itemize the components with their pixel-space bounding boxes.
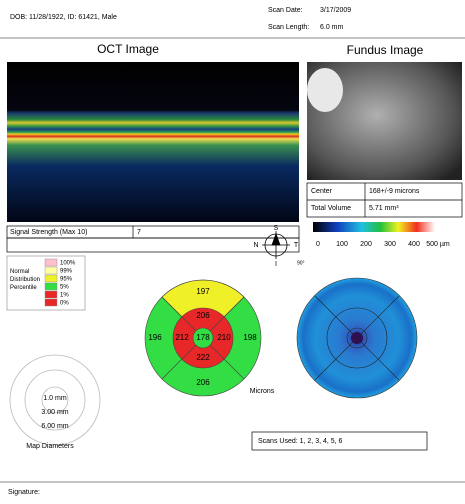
diameter-circles [9,354,101,446]
legend-swatch [44,298,58,307]
compass-t: T [294,242,299,249]
legend-level: 5% [60,285,69,291]
legend-swatch [44,282,58,291]
scan-date-label: Scan Date: [268,7,303,14]
sector-value: 210 [217,333,231,342]
sector-value: 198 [243,333,257,342]
scans-box [251,431,428,451]
signal-box [6,225,300,253]
color-scale [313,222,435,232]
signal-value: 7 [137,229,141,236]
scale-label: 0 [316,241,320,248]
signal-label: Signal Strength (Max 10) [10,229,87,236]
unit-label: Microns [250,388,275,395]
scans-used: Scans Used: 1, 2, 3, 4, 5, 6 [258,438,343,445]
sector-value: 206 [196,311,210,320]
compass-angle: 90° [297,260,305,266]
signature: Signature: [8,489,40,496]
sector-value: 212 [175,333,189,342]
scan-date: 3/17/2009 [320,7,351,14]
scale-label: 200 [360,241,372,248]
patient-info: DOB: 11/28/1922, ID: 61421, Male [10,14,117,21]
compass-i: I [275,261,277,268]
center-disc [192,327,214,349]
scan-length: 6.0 mm [320,24,344,31]
scale-label: 500 µm [426,241,450,248]
legend-level: 95% [60,277,73,283]
sector-value: 206 [196,378,210,387]
fovea [351,332,363,344]
diameter-label: 3.00 mm [41,409,68,416]
measurement-table [306,182,463,218]
legend-level: 100% [60,261,76,267]
cell: 168+/-9 microns [369,188,420,195]
cell: Total Volume [311,205,351,212]
oct-image [7,62,299,222]
diameter-label: 6.00 mm [41,423,68,430]
scale-label: 100 [336,241,348,248]
oct-title: OCT Image [97,42,159,56]
scale-label: 400 [408,241,420,248]
diameter-label: 1.0 mm [43,395,67,402]
legend-swatch [44,274,58,283]
sector-value: 197 [196,287,210,296]
legend-swatch [44,266,58,275]
sector-value: 178 [196,333,210,342]
sector-value: 222 [196,353,210,362]
legend-swatch [44,258,58,267]
cell: 5.71 mm³ [369,205,399,212]
compass-s: S [274,225,279,232]
legend-box [6,255,86,311]
optic-disc [307,68,343,112]
legend-swatch [44,290,58,299]
scale-label: 300 [384,241,396,248]
legend-level: 99% [60,269,73,275]
fundus-title: Fundus Image [347,43,424,57]
legend-title: Normal Distribution Percentile [10,269,41,291]
diameter-title: Map Diameters [26,443,74,450]
scan-length-label: Scan Length: [268,24,309,31]
legend-level: 0% [60,301,69,307]
cell: Center [311,188,333,195]
compass-n: N [253,242,258,249]
legend-level: 1% [60,293,69,299]
legend-title-box: Normal Distribution Percentile [10,269,41,291]
sector-value: 196 [148,333,162,342]
compass [262,231,290,259]
